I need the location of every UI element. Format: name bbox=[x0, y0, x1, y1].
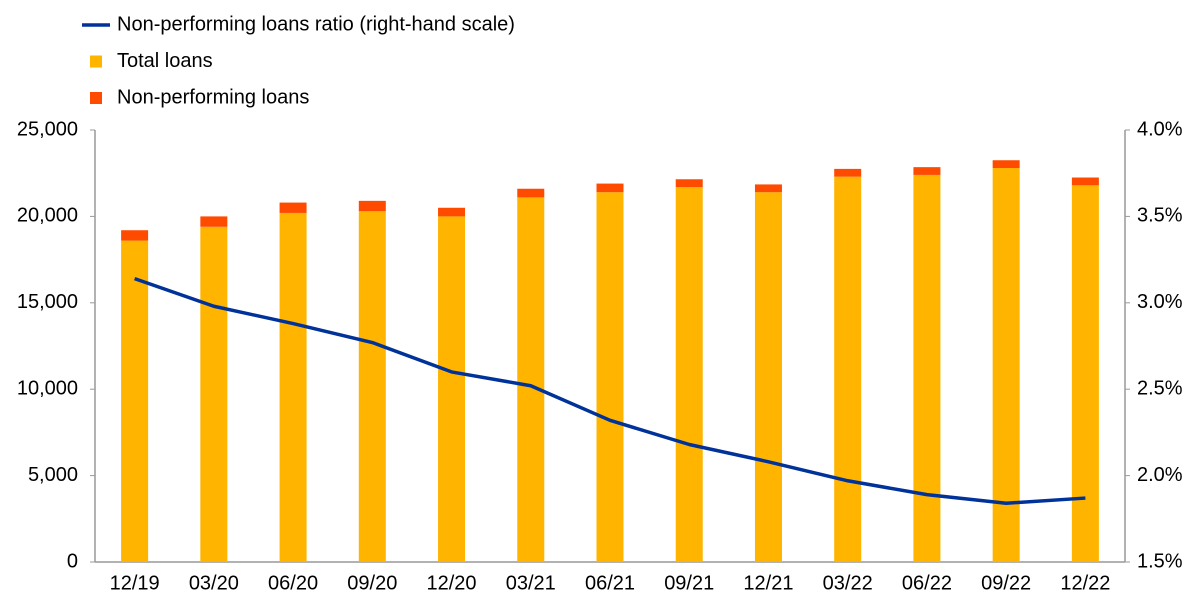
y2-tick-label: 3.0% bbox=[1137, 291, 1183, 313]
bar bbox=[517, 197, 545, 562]
bar bbox=[517, 188, 545, 198]
bar bbox=[992, 160, 1020, 169]
bar bbox=[279, 202, 307, 213]
x-tick-label: 12/19 bbox=[110, 572, 160, 594]
legend-swatch bbox=[90, 92, 102, 104]
x-tick-label: 03/21 bbox=[506, 572, 556, 594]
x-tick-label: 06/20 bbox=[268, 572, 318, 594]
x-tick-label: 06/22 bbox=[902, 572, 952, 594]
y2-tick-label: 2.0% bbox=[1137, 464, 1183, 486]
bar bbox=[834, 168, 862, 177]
bar bbox=[121, 240, 149, 563]
x-tick-label: 12/20 bbox=[427, 572, 477, 594]
bar bbox=[200, 226, 228, 562]
bar bbox=[675, 179, 703, 188]
x-tick-label: 09/20 bbox=[347, 572, 397, 594]
y-tick-label: 25,000 bbox=[17, 118, 78, 140]
x-tick-label: 03/20 bbox=[189, 572, 239, 594]
bar bbox=[596, 183, 624, 193]
x-tick-label: 06/21 bbox=[585, 572, 635, 594]
bar bbox=[913, 167, 941, 175]
y-tick-label: 20,000 bbox=[17, 205, 78, 227]
x-tick-label: 09/21 bbox=[664, 572, 714, 594]
bar bbox=[279, 212, 307, 562]
bar bbox=[438, 207, 466, 217]
bar bbox=[121, 230, 149, 241]
x-tick-label: 03/22 bbox=[823, 572, 873, 594]
y2-tick-label: 3.5% bbox=[1137, 205, 1183, 227]
y2-tick-label: 4.0% bbox=[1137, 118, 1183, 140]
x-tick-label: 12/21 bbox=[743, 572, 793, 594]
x-tick-label: 09/22 bbox=[981, 572, 1031, 594]
legend-label: Non-performing loans ratio (right-hand s… bbox=[117, 13, 515, 35]
y-tick-label: 15,000 bbox=[17, 291, 78, 313]
y-tick-label: 0 bbox=[67, 550, 78, 572]
bar bbox=[358, 200, 386, 212]
bar bbox=[754, 192, 782, 562]
bar bbox=[596, 192, 624, 562]
bar bbox=[200, 216, 228, 227]
y2-tick-label: 1.5% bbox=[1137, 550, 1183, 572]
legend-label: Total loans bbox=[117, 50, 213, 72]
y-tick-label: 10,000 bbox=[17, 377, 78, 399]
x-tick-label: 12/22 bbox=[1060, 572, 1110, 594]
y2-tick-label: 2.5% bbox=[1137, 377, 1183, 399]
bar bbox=[754, 184, 782, 193]
bar bbox=[992, 168, 1020, 563]
line bbox=[134, 276, 1086, 505]
bar bbox=[1071, 177, 1099, 186]
legend-swatch bbox=[90, 55, 102, 68]
bar bbox=[913, 174, 941, 563]
bar bbox=[1071, 185, 1099, 562]
bar bbox=[438, 216, 466, 562]
y-tick-label: 5,000 bbox=[28, 464, 78, 486]
bar bbox=[675, 187, 703, 563]
legend-label: Non-performing loans bbox=[117, 86, 309, 108]
bar bbox=[834, 176, 862, 562]
bar bbox=[358, 211, 386, 562]
